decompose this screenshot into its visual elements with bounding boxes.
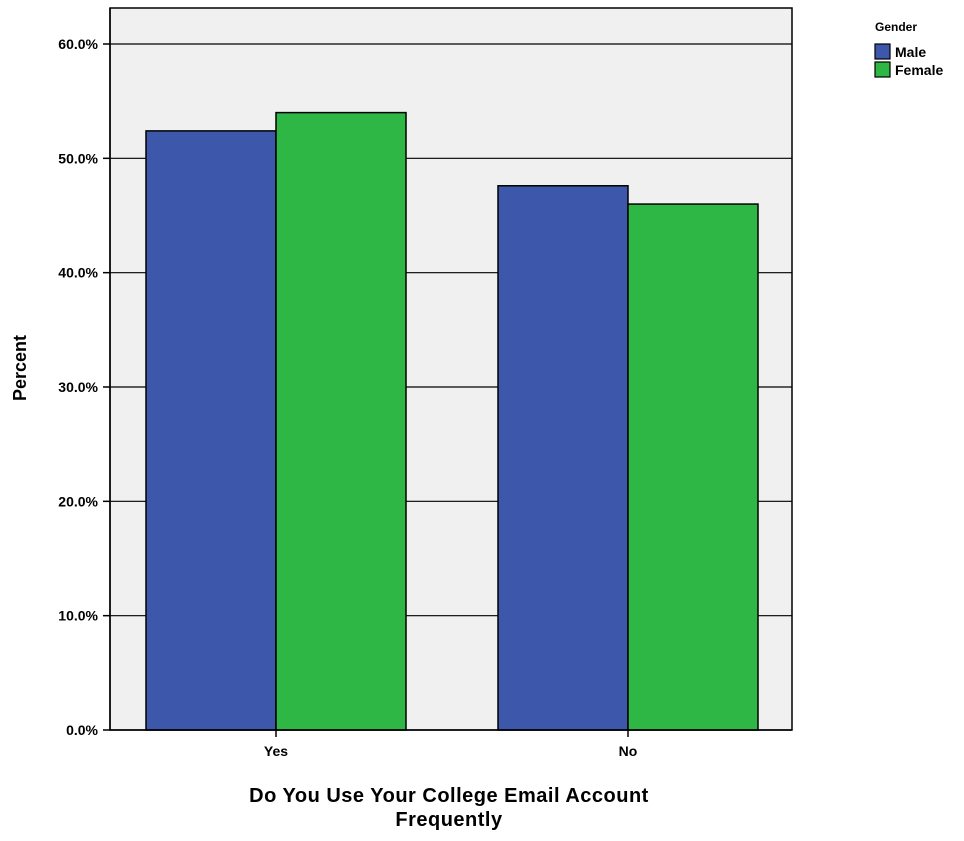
x-tick-labels: Yes No [264,743,637,759]
bar-female-no [627,203,759,731]
x-tick-label-yes: Yes [264,743,288,759]
x-axis-title-line-2: Frequently [395,809,503,831]
x-axis-title-line-1: Do You Use Your College Email Account [249,785,649,807]
y-tick-label: 60.0% [58,36,98,52]
y-axis-title: Percent [10,335,30,401]
legend-swatch-female [874,61,891,78]
y-tick-label: 20.0% [58,493,98,509]
y-tick-label: 10.0% [58,608,98,624]
legend-title: Gender [875,20,917,34]
y-tick-label: 40.0% [58,265,98,281]
y-tick-label: 50.0% [58,150,98,166]
y-tick-labels: 0.0% 10.0% 20.0% 30.0% 40.0% 50.0% 60.0% [58,36,98,738]
bar-female-yes [275,111,407,731]
bar-male-yes [145,130,277,731]
bar-male-no [497,185,629,731]
legend-swatch-male [874,43,891,60]
y-tick-label: 0.0% [66,722,98,738]
x-tick-label-no: No [619,743,638,759]
axes [103,8,792,737]
legend: Gender Male Female [874,20,943,78]
bars [145,111,759,731]
legend-label-male: Male [895,44,926,60]
legend-label-female: Female [895,62,943,78]
legend-items: Male Female [874,43,943,78]
y-tick-label: 30.0% [58,379,98,395]
